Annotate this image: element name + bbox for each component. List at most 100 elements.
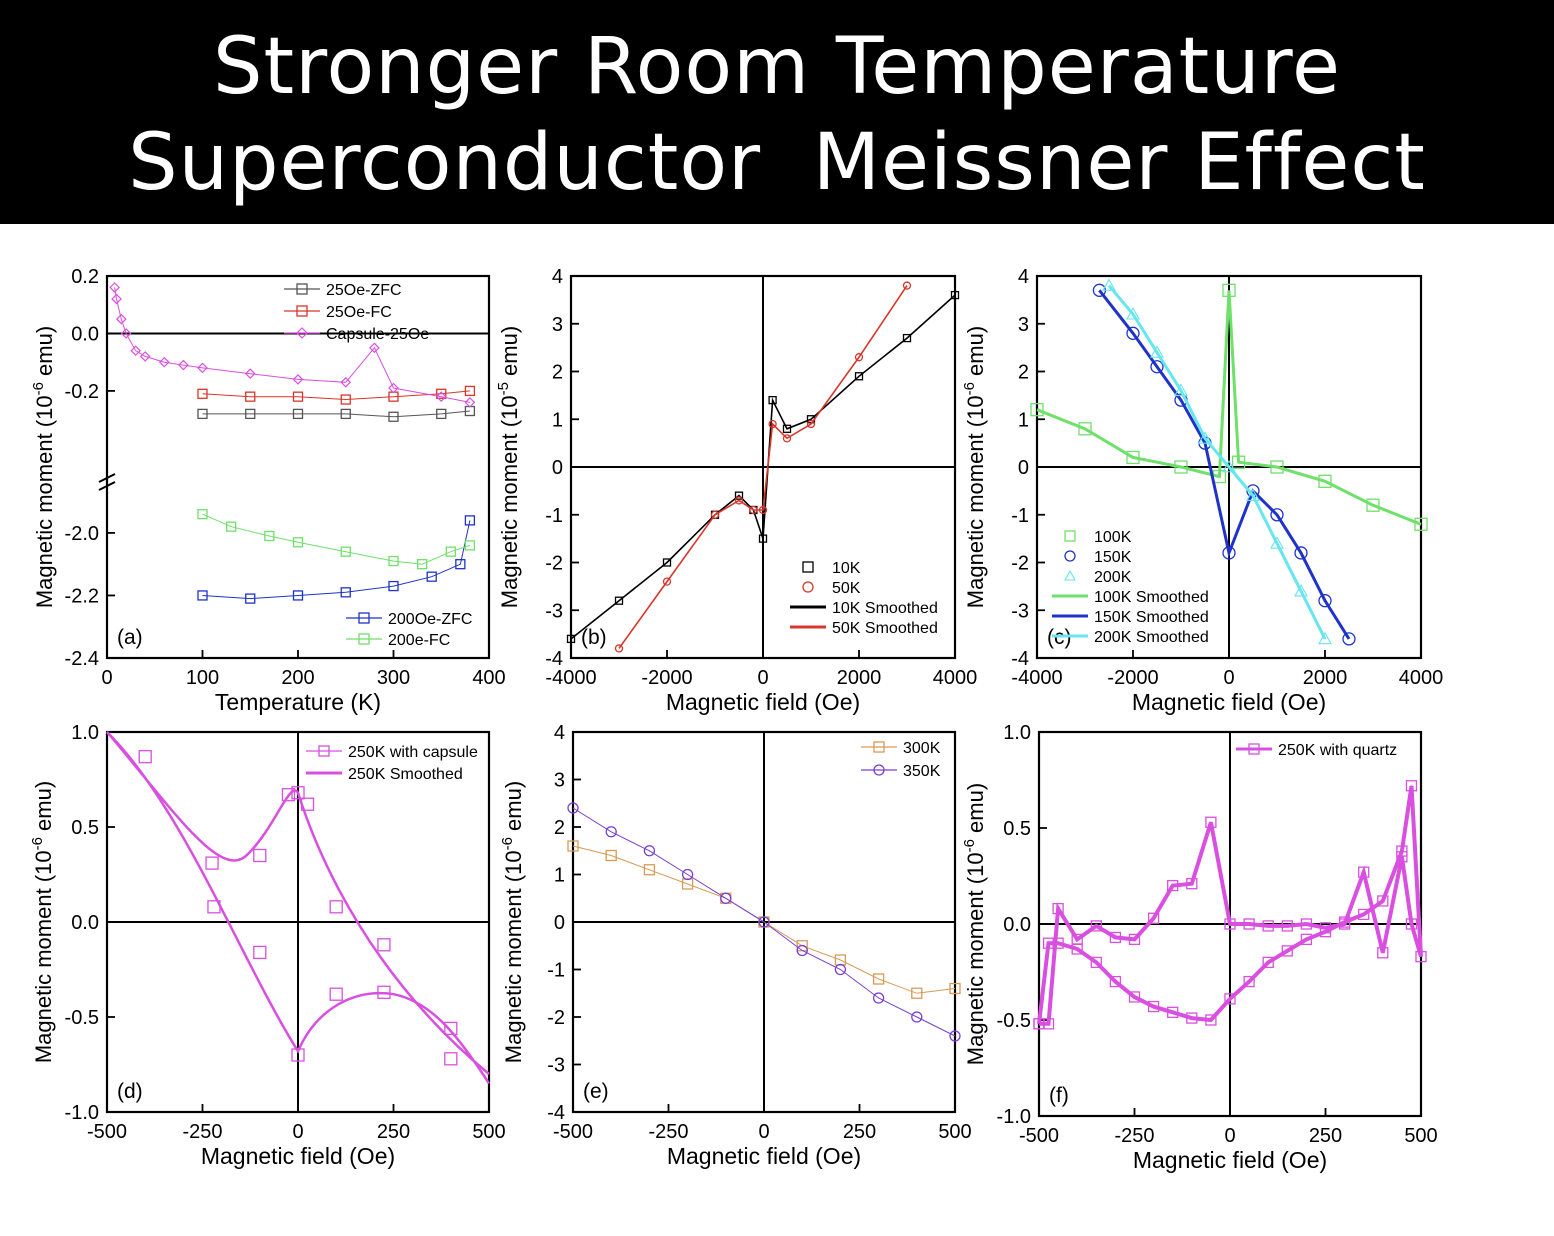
legend-label: 10K Smoothed — [832, 600, 938, 617]
data-point — [455, 559, 466, 570]
y-tick-label: -0.5 — [997, 1010, 1031, 1032]
data-point — [1243, 975, 1255, 988]
data-point — [567, 802, 579, 814]
data-point — [1126, 307, 1140, 320]
y-tick-label: -3 — [547, 1055, 565, 1077]
data-point — [1318, 474, 1332, 488]
data-point — [643, 845, 656, 857]
data-point — [281, 788, 296, 802]
data-point — [369, 342, 380, 354]
smoothed-line — [1036, 290, 1422, 526]
y-tick-label: -2.2 — [65, 585, 99, 607]
smoothed-line — [570, 294, 956, 640]
data-point — [1222, 546, 1236, 560]
x-tick-label: 0 — [757, 667, 768, 689]
x-tick-label: 250 — [1309, 1125, 1342, 1147]
data-point — [1128, 933, 1141, 946]
x-axis-label: Magnetic field (Oe) — [1133, 1147, 1327, 1173]
data-point — [435, 391, 447, 403]
data-point — [340, 587, 351, 598]
y-tick-label: 1 — [552, 409, 563, 431]
smoothed-line — [106, 731, 491, 1085]
data-point — [1405, 918, 1418, 930]
y-label-unit: emu) — [501, 781, 526, 837]
data-point — [120, 328, 132, 339]
x-tick-label: 4000 — [1399, 667, 1444, 689]
panel-c: -4000 -2000 0 2000 4000 Magnetic field (Oe) Ma… — [961, 266, 1443, 715]
y-label-exp: -6 — [961, 839, 978, 852]
data-point — [292, 590, 304, 601]
data-point — [710, 510, 720, 519]
x-tick-label: 0 — [1223, 667, 1234, 689]
x-tick-label: 4000 — [933, 667, 978, 689]
data-point — [245, 408, 256, 420]
data-point — [1205, 816, 1217, 828]
y-label-main: Magnetic moment (10 — [32, 395, 57, 608]
data-point — [734, 491, 744, 500]
data-point — [1342, 632, 1356, 646]
data-point — [949, 1030, 961, 1042]
data-point — [205, 856, 219, 870]
data-point — [681, 868, 694, 881]
panel-a: 0 100 200 300 400 Temperature (K) Magnetic mom… — [30, 266, 506, 715]
data-point — [464, 540, 476, 551]
data-point — [1415, 950, 1427, 963]
data-point — [329, 900, 343, 914]
y-axis-label: Magnetic moment (10-6 emu) — [29, 781, 56, 1063]
data-point — [388, 382, 399, 394]
data-point — [1270, 536, 1284, 549]
x-tick-label: 250 — [843, 1121, 876, 1143]
data-point — [245, 593, 256, 604]
y-tick-label: -0.5 — [65, 1007, 99, 1029]
legend-marker — [1064, 550, 1076, 562]
data-point — [388, 555, 399, 567]
y-tick-label: 0.2 — [71, 266, 99, 288]
data-point — [1052, 937, 1064, 949]
data-point — [1109, 931, 1122, 944]
y-label-main: Magnetic moment (10 — [501, 850, 526, 1063]
panel-label: (b) — [581, 626, 607, 649]
data-point — [1052, 902, 1064, 915]
data-point — [444, 1021, 458, 1036]
data-point — [854, 353, 864, 362]
legend-marker — [802, 561, 814, 573]
data-point — [1126, 450, 1140, 465]
data-point — [643, 864, 656, 876]
data-point — [426, 571, 437, 582]
y-label-unit: emu) — [963, 783, 988, 839]
panel-b: -4000 -2000 0 2000 4000 Magnetic field (Oe) Ma… — [495, 266, 977, 715]
legend-marker — [296, 305, 308, 317]
data-point — [158, 356, 170, 368]
data-point — [130, 345, 141, 357]
x-tick-label: -250 — [182, 1121, 222, 1143]
data-point — [1319, 922, 1332, 934]
x-axis-label: Magnetic field (Oe) — [666, 689, 860, 715]
y-axis-label: Magnetic moment (10-5 emu) — [495, 326, 522, 608]
y-tick-label: -3 — [545, 600, 563, 622]
y-tick-label: 0 — [1018, 457, 1029, 479]
legend-label: 50K — [832, 580, 861, 597]
y-tick-label: -1 — [1011, 505, 1029, 527]
data-point — [605, 849, 617, 862]
y-tick-label: 0.0 — [71, 323, 99, 345]
y-tick-label: 3 — [554, 770, 565, 792]
y-tick-label: 1.0 — [71, 722, 99, 744]
data-point — [1090, 920, 1102, 932]
y-axis-label: Magnetic moment (10-6 emu) — [499, 781, 526, 1063]
data-point — [662, 577, 672, 586]
axis-break — [98, 473, 116, 491]
data-point — [614, 644, 624, 653]
data-point — [1126, 326, 1140, 340]
panel-label: (a) — [117, 626, 143, 649]
y-label-exp: -6 — [29, 837, 46, 850]
data-point — [1071, 933, 1083, 946]
data-point — [1358, 908, 1370, 921]
data-point — [139, 351, 151, 362]
panel-label: (f) — [1049, 1084, 1069, 1107]
x-tick-label: 0 — [292, 1121, 303, 1143]
data-point — [734, 496, 744, 505]
y-label-main: Magnetic moment (10 — [31, 850, 56, 1063]
y-label-unit: emu) — [32, 326, 57, 382]
data-point — [758, 534, 768, 543]
